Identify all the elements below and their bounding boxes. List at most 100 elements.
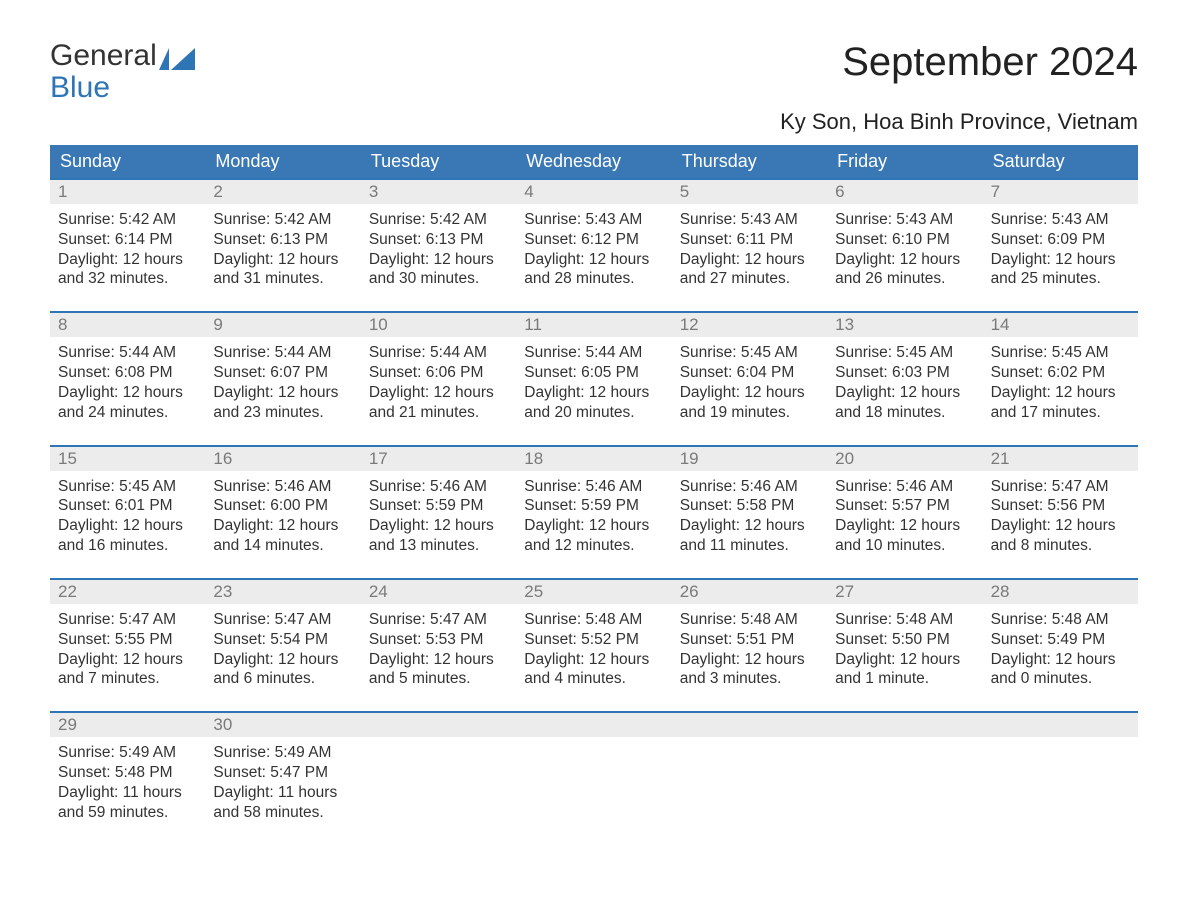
sunrise-text: Sunrise: 5:47 AM [369, 610, 508, 630]
daylight-text: Daylight: 12 hours and 17 minutes. [991, 383, 1130, 423]
sunset-text: Sunset: 5:51 PM [680, 630, 819, 650]
daylight-text: Daylight: 12 hours and 11 minutes. [680, 516, 819, 556]
day-cell: Sunrise: 5:44 AMSunset: 6:07 PMDaylight:… [205, 337, 360, 426]
sunrise-text: Sunrise: 5:48 AM [680, 610, 819, 630]
day-cell: Sunrise: 5:48 AMSunset: 5:50 PMDaylight:… [827, 604, 982, 693]
daylight-text: Daylight: 11 hours and 59 minutes. [58, 783, 197, 823]
day-cell: Sunrise: 5:46 AMSunset: 5:59 PMDaylight:… [516, 471, 671, 560]
sunset-text: Sunset: 5:57 PM [835, 496, 974, 516]
daylight-text: Daylight: 12 hours and 8 minutes. [991, 516, 1130, 556]
sunset-text: Sunset: 5:58 PM [680, 496, 819, 516]
day-number: 13 [827, 313, 982, 337]
daynum-row: 1234567 [50, 180, 1138, 204]
sunset-text: Sunset: 5:59 PM [524, 496, 663, 516]
sunrise-text: Sunrise: 5:48 AM [991, 610, 1130, 630]
day-cell: Sunrise: 5:45 AMSunset: 6:03 PMDaylight:… [827, 337, 982, 426]
sunset-text: Sunset: 6:10 PM [835, 230, 974, 250]
daylight-text: Daylight: 12 hours and 6 minutes. [213, 650, 352, 690]
sunrise-text: Sunrise: 5:49 AM [213, 743, 352, 763]
sunrise-text: Sunrise: 5:45 AM [680, 343, 819, 363]
sunset-text: Sunset: 6:13 PM [213, 230, 352, 250]
day-cell: Sunrise: 5:46 AMSunset: 6:00 PMDaylight:… [205, 471, 360, 560]
daylight-text: Daylight: 12 hours and 3 minutes. [680, 650, 819, 690]
daylight-text: Daylight: 12 hours and 14 minutes. [213, 516, 352, 556]
daylight-text: Daylight: 12 hours and 16 minutes. [58, 516, 197, 556]
day-cell: Sunrise: 5:47 AMSunset: 5:55 PMDaylight:… [50, 604, 205, 693]
sunrise-text: Sunrise: 5:44 AM [369, 343, 508, 363]
sunrise-text: Sunrise: 5:48 AM [524, 610, 663, 630]
daylight-text: Daylight: 12 hours and 20 minutes. [524, 383, 663, 423]
day-number [361, 713, 516, 737]
day-cell [672, 737, 827, 826]
sunset-text: Sunset: 6:08 PM [58, 363, 197, 383]
daylight-text: Daylight: 12 hours and 26 minutes. [835, 250, 974, 290]
sunset-text: Sunset: 6:00 PM [213, 496, 352, 516]
daylight-text: Daylight: 11 hours and 58 minutes. [213, 783, 352, 823]
month-title: September 2024 [842, 40, 1138, 85]
sunrise-text: Sunrise: 5:46 AM [835, 477, 974, 497]
day-number: 18 [516, 447, 671, 471]
daylight-text: Daylight: 12 hours and 30 minutes. [369, 250, 508, 290]
daylight-text: Daylight: 12 hours and 28 minutes. [524, 250, 663, 290]
weekday-thursday: Thursday [672, 145, 827, 178]
day-cell: Sunrise: 5:47 AMSunset: 5:53 PMDaylight:… [361, 604, 516, 693]
day-number: 11 [516, 313, 671, 337]
day-cell: Sunrise: 5:42 AMSunset: 6:13 PMDaylight:… [361, 204, 516, 293]
sunset-text: Sunset: 6:03 PM [835, 363, 974, 383]
location: Ky Son, Hoa Binh Province, Vietnam [50, 109, 1138, 135]
daylight-text: Daylight: 12 hours and 1 minute. [835, 650, 974, 690]
logo-line2: Blue [50, 72, 195, 104]
daylight-text: Daylight: 12 hours and 31 minutes. [213, 250, 352, 290]
logo-text: General Blue [50, 40, 195, 103]
day-cell [361, 737, 516, 826]
day-number: 9 [205, 313, 360, 337]
day-number: 28 [983, 580, 1138, 604]
sunrise-text: Sunrise: 5:46 AM [213, 477, 352, 497]
title-block: September 2024 [842, 40, 1138, 85]
day-number: 5 [672, 180, 827, 204]
day-number: 29 [50, 713, 205, 737]
day-number: 17 [361, 447, 516, 471]
sunset-text: Sunset: 5:52 PM [524, 630, 663, 650]
sunrise-text: Sunrise: 5:42 AM [213, 210, 352, 230]
sunrise-text: Sunrise: 5:46 AM [524, 477, 663, 497]
sunset-text: Sunset: 5:56 PM [991, 496, 1130, 516]
day-cell: Sunrise: 5:45 AMSunset: 6:01 PMDaylight:… [50, 471, 205, 560]
sunset-text: Sunset: 6:05 PM [524, 363, 663, 383]
day-cell: Sunrise: 5:42 AMSunset: 6:13 PMDaylight:… [205, 204, 360, 293]
day-number: 21 [983, 447, 1138, 471]
day-cell: Sunrise: 5:48 AMSunset: 5:51 PMDaylight:… [672, 604, 827, 693]
day-number: 25 [516, 580, 671, 604]
day-cell: Sunrise: 5:46 AMSunset: 5:57 PMDaylight:… [827, 471, 982, 560]
day-cell: Sunrise: 5:47 AMSunset: 5:56 PMDaylight:… [983, 471, 1138, 560]
sunrise-text: Sunrise: 5:48 AM [835, 610, 974, 630]
daylight-text: Daylight: 12 hours and 18 minutes. [835, 383, 974, 423]
daynum-row: 2930 [50, 713, 1138, 737]
sunrise-text: Sunrise: 5:42 AM [58, 210, 197, 230]
weekday-friday: Friday [827, 145, 982, 178]
sunrise-text: Sunrise: 5:43 AM [835, 210, 974, 230]
weekday-sunday: Sunday [50, 145, 205, 178]
day-cell: Sunrise: 5:44 AMSunset: 6:06 PMDaylight:… [361, 337, 516, 426]
day-number: 20 [827, 447, 982, 471]
day-cell [827, 737, 982, 826]
week-row: 15161718192021Sunrise: 5:45 AMSunset: 6:… [50, 445, 1138, 560]
day-number [983, 713, 1138, 737]
day-cell: Sunrise: 5:43 AMSunset: 6:10 PMDaylight:… [827, 204, 982, 293]
daylight-text: Daylight: 12 hours and 5 minutes. [369, 650, 508, 690]
day-number: 12 [672, 313, 827, 337]
day-cell: Sunrise: 5:45 AMSunset: 6:04 PMDaylight:… [672, 337, 827, 426]
sunrise-text: Sunrise: 5:42 AM [369, 210, 508, 230]
logo: General Blue [50, 40, 195, 103]
daylight-text: Daylight: 12 hours and 12 minutes. [524, 516, 663, 556]
day-number: 10 [361, 313, 516, 337]
sunrise-text: Sunrise: 5:43 AM [991, 210, 1130, 230]
daylight-text: Daylight: 12 hours and 19 minutes. [680, 383, 819, 423]
sunset-text: Sunset: 6:04 PM [680, 363, 819, 383]
daynum-row: 891011121314 [50, 313, 1138, 337]
daylight-text: Daylight: 12 hours and 32 minutes. [58, 250, 197, 290]
sunset-text: Sunset: 5:48 PM [58, 763, 197, 783]
sunrise-text: Sunrise: 5:44 AM [58, 343, 197, 363]
daylight-text: Daylight: 12 hours and 13 minutes. [369, 516, 508, 556]
sunset-text: Sunset: 6:07 PM [213, 363, 352, 383]
